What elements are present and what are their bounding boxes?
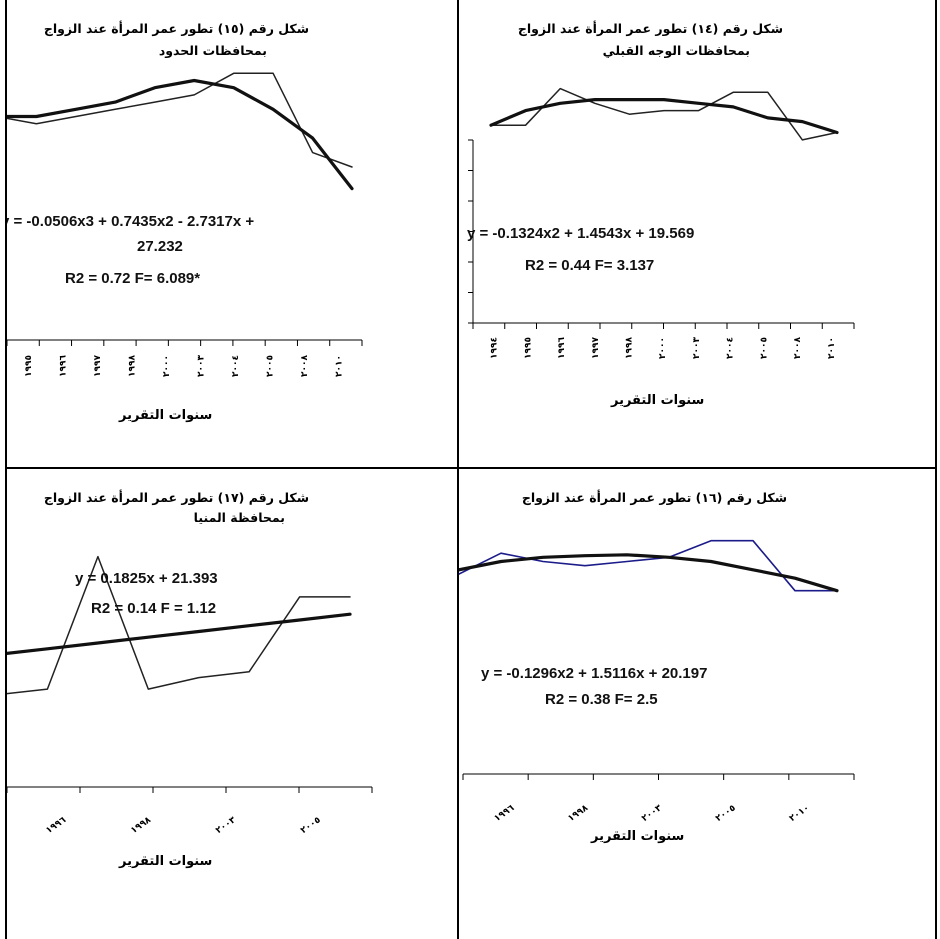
x-tick-label: ٢٠٠٥ — [299, 815, 323, 836]
x-tick-label: ٢٠٠٣ — [214, 815, 238, 836]
x-tick-label: ١٩٩٦ — [557, 337, 567, 359]
grid-horizontal-middle — [5, 467, 937, 469]
trend-equation: y = -0.1324x2 + 1.4543x + 19.569 — [467, 225, 695, 242]
x-tick-label: ٢٠١٠ — [827, 337, 837, 359]
regression-stats: R2 = 0.44 F= 3.137 — [525, 257, 655, 274]
x-tick-label: ١٩٩٦ — [493, 803, 517, 824]
x-tick-label: ١٩٩٨ — [129, 815, 153, 836]
x-tick-label: ١٩٩٤ — [490, 337, 500, 359]
chart-subtitle: بمحافظة المنيا — [193, 510, 285, 525]
chart-svg-fig15: ١٩٩٥ ١٩٩٦ ١٩٩٧ ١٩٩٨ ٢٠٠٠ ٢٠٠٣ ٢٠٠٤ ٢٠٠٥ ٢٠٠٨ ٢٠١٠ — [7, 72, 363, 377]
x-tick-label: ١٩٩٨ — [566, 803, 590, 824]
x-tick-label: ٢٠٠٣ — [640, 803, 664, 824]
x-tick-label: ١٩٩٦ — [59, 355, 69, 377]
chart-svg-fig14: ١٩٩٤ ١٩٩٥ ١٩٩٦ ١٩٩٧ ١٩٩٨ ٢٠٠٠ ٢٠٠٣ ٢٠٠٤ ٢٠٠٥ ٢٠٠٨… — [468, 87, 855, 359]
trend-equation: y = 0.1825x + 21.393 — [75, 570, 218, 587]
chart-panel-fig14: شكل رقم (١٤) تطور عمر المرأة عند الزواج … — [459, 0, 935, 467]
chart-subtitle: بمحافظات الحدود — [158, 43, 267, 58]
chart-title: شكل رقم (١٦) تطور عمر المرأة عند الزواج — [521, 490, 787, 505]
x-tick-label: ٢٠١٠ — [334, 355, 344, 377]
chart-title: شكل رقم (١٧) تطور عمر المرأة عند الزواج — [43, 490, 309, 505]
data-series-line — [7, 555, 351, 695]
trend-equation-continued: 27.232 — [137, 238, 183, 255]
trend-line — [7, 78, 354, 191]
x-tick-label: ٢٠٠٣ — [196, 355, 206, 377]
x-tick-label: ١٩٩٨ — [128, 355, 138, 377]
chart-title: شكل رقم (١٤) تطور عمر المرأة عند الزواج — [517, 21, 783, 36]
chart-svg-fig16: ١٩٩٦ ١٩٩٨ ٢٠٠٣ ٢٠٠٥ ٢٠١٠ — [459, 539, 855, 824]
trend-line — [7, 612, 352, 655]
x-tick-label: ٢٠٠٤ — [231, 355, 241, 377]
trend-line — [489, 97, 839, 135]
data-series-line — [490, 87, 838, 141]
x-tick-label: ٢٠٠٥ — [759, 337, 769, 359]
data-series-line — [7, 72, 353, 168]
trend-line — [459, 553, 839, 593]
x-tick-label: ١٩٩٨ — [624, 337, 634, 359]
chart-title: شكل رقم (١٥) تطور عمر المرأة عند الزواج — [43, 21, 309, 36]
regression-stats: R2 = 0.72 F= 6.089* — [65, 270, 201, 287]
x-tick-label: ٢٠٠٥ — [714, 803, 738, 824]
chart-panel-fig17: شكل رقم (١٧) تطور عمر المرأة عند الزواج … — [7, 469, 457, 939]
x-tick-label: ٢٠٠٨ — [300, 355, 310, 377]
x-tick-label: ٢٠٠٤ — [726, 337, 736, 359]
grid-vertical-right — [935, 0, 937, 939]
grid-vertical-left — [5, 0, 7, 939]
x-tick-label: ٢٠٠٠ — [162, 355, 172, 377]
x-tick-label: ١٩٩٧ — [591, 337, 601, 359]
x-axis-label: سنوات التقرير — [591, 829, 685, 844]
regression-stats: R2 = 0.38 F= 2.5 — [545, 691, 658, 708]
chart-panel-fig15: شكل رقم (١٥) تطور عمر المرأة عند الزواج … — [7, 0, 457, 467]
trend-equation: y = -0.1296x2 + 1.5116x + 20.197 — [481, 665, 708, 682]
x-tick-label: ٢٠٠٨ — [793, 337, 803, 359]
x-tick-label: ١٩٩٦ — [44, 815, 68, 836]
x-tick-label: ٢٠٠٣ — [692, 337, 702, 359]
x-axis-label: سنوات التقرير — [119, 408, 213, 423]
chart-panel-fig16: شكل رقم (١٦) تطور عمر المرأة عند الزواج … — [459, 469, 935, 939]
x-tick-label: ١٩٩٧ — [93, 355, 103, 377]
trend-equation: y = -0.0506x3 + 0.7435x2 - 2.7317x + — [7, 213, 255, 230]
chart-subtitle: بمحافظات الوجه القبلي — [602, 43, 750, 58]
chart-svg-fig17: ١٩٩٦ ١٩٩٨ ٢٠٠٣ ٢٠٠٥ — [7, 555, 373, 836]
x-tick-label: ٢٠٠٠ — [658, 337, 668, 359]
data-series-line — [459, 539, 838, 592]
x-axis-label: سنوات التقرير — [119, 854, 213, 869]
x-tick-label: ٢٠٠٥ — [265, 355, 275, 377]
x-tick-label: ١٩٩٥ — [523, 337, 533, 359]
regression-stats: R2 = 0.14 F = 1.12 — [91, 600, 217, 617]
x-axis-label: سنوات التقرير — [611, 393, 705, 408]
grid-vertical-middle — [457, 0, 459, 939]
x-tick-label: ١٩٩٥ — [24, 355, 34, 377]
x-tick-label: ٢٠١٠ — [788, 803, 812, 824]
